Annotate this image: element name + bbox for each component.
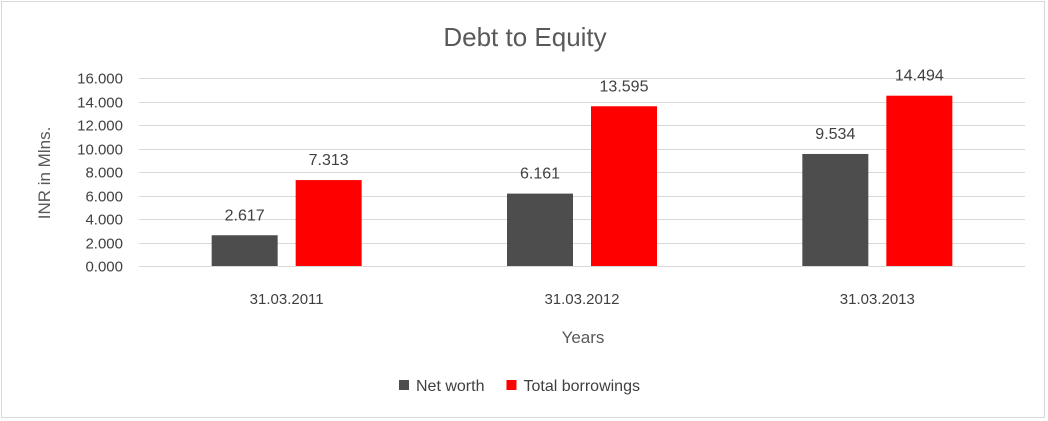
data-label: 9.534 bbox=[815, 126, 855, 143]
legend: Net worth Total borrowings bbox=[399, 378, 640, 395]
data-label: 2.617 bbox=[225, 207, 265, 224]
data-label: 6.161 bbox=[520, 166, 560, 183]
gridlines bbox=[139, 78, 1025, 267]
chart-title: Debt to Equity bbox=[443, 22, 606, 52]
bar bbox=[295, 180, 362, 266]
legend-label: Total borrowings bbox=[523, 378, 640, 395]
bar bbox=[591, 106, 657, 266]
y-tick-label: 8.000 bbox=[85, 165, 123, 182]
y-tick-label: 16.000 bbox=[77, 71, 123, 88]
y-axis-ticks: 0.000 2.000 4.000 6.000 8.000 10.000 12.000 14.… bbox=[77, 71, 123, 276]
y-tick-label: 12.000 bbox=[77, 118, 123, 135]
x-axis-ticks: 31.03.2011 31.03.2012 31.03.2013 bbox=[250, 291, 915, 308]
bar bbox=[507, 193, 573, 266]
x-tick-label: 31.03.2012 bbox=[544, 291, 619, 308]
bar bbox=[886, 95, 953, 267]
legend-label: Net worth bbox=[416, 378, 484, 395]
data-label: 13.595 bbox=[600, 78, 649, 95]
y-tick-label: 4.000 bbox=[85, 212, 123, 229]
bar bbox=[802, 153, 869, 266]
y-tick-label: 14.000 bbox=[77, 95, 123, 112]
legend-swatch bbox=[506, 380, 517, 390]
x-axis-title: Years bbox=[562, 328, 605, 347]
data-label: 7.313 bbox=[309, 152, 349, 169]
y-tick-label: 6.000 bbox=[85, 189, 123, 206]
y-tick-label: 0.000 bbox=[85, 259, 123, 276]
y-tick-label: 10.000 bbox=[77, 142, 123, 159]
data-label: 14.494 bbox=[895, 68, 944, 85]
bars bbox=[211, 95, 953, 267]
data-labels: 2.617 7.313 6.161 13.595 9.534 14.494 bbox=[225, 68, 944, 225]
y-tick-label: 2.000 bbox=[85, 236, 123, 253]
y-axis-title: INR in Mlns. bbox=[35, 127, 54, 220]
bar bbox=[211, 235, 278, 266]
legend-swatch bbox=[399, 380, 409, 390]
x-tick-label: 31.03.2013 bbox=[840, 291, 915, 308]
x-tick-label: 31.03.2011 bbox=[250, 291, 324, 308]
